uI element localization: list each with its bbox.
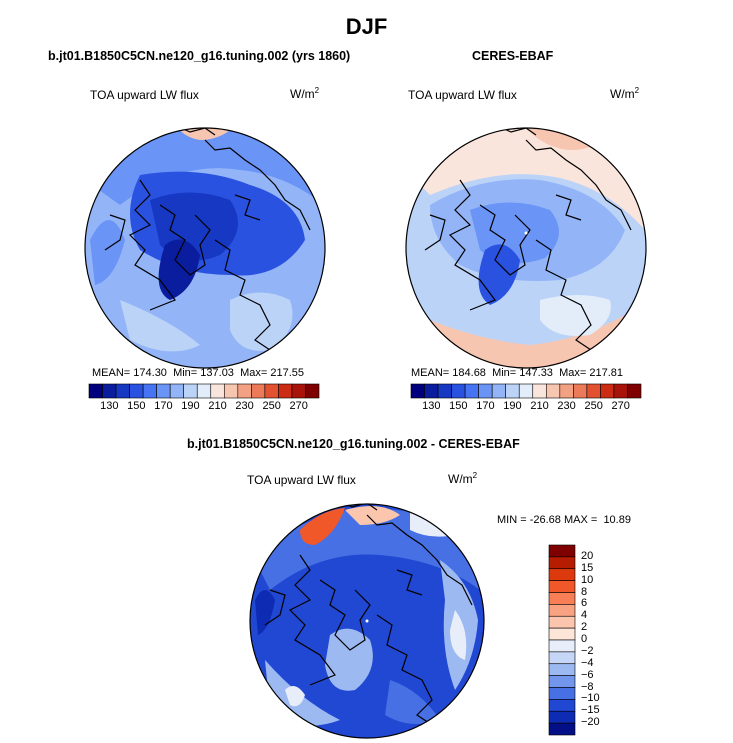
diff-colorbar bbox=[548, 544, 576, 736]
panel-2-colorbar-tick-label: 190 bbox=[503, 400, 522, 412]
diff-colorbar-tick-label: −4 bbox=[581, 656, 594, 669]
panel-2-colorbar-tick-label: 130 bbox=[422, 400, 441, 412]
panel-1-stats: MEAN= 174.30 Min= 137.03 Max= 217.55 bbox=[92, 367, 304, 379]
season-title: DJF bbox=[345, 14, 388, 39]
diff-colorbar-tick-label: −20 bbox=[581, 716, 600, 729]
panel-2-colorbar-tick-label: 250 bbox=[584, 400, 603, 412]
diff-colorbar-tick-label: 15 bbox=[581, 561, 594, 574]
diff-colorbar-tick-label: −10 bbox=[581, 692, 600, 705]
panel-1-max: 217.55 bbox=[270, 367, 304, 379]
panel-2-mean: 184.68 bbox=[452, 367, 486, 379]
panel-1-units: W/m2 bbox=[290, 86, 320, 101]
panel-1-colorbar-tick-label: 230 bbox=[235, 400, 254, 412]
panel-1-colorbar-tick-label: 170 bbox=[154, 400, 173, 412]
diff-colorbar-tick-label: −6 bbox=[581, 668, 594, 681]
diff-colorbar-tick-label: 2 bbox=[581, 621, 588, 634]
panel-1-colorbar-tick-label: 270 bbox=[289, 400, 308, 412]
panel-1-variable-label: TOA upward LW flux bbox=[90, 88, 199, 102]
panel-1-colorbar-swatch bbox=[305, 383, 320, 399]
diff-colorbar-tick-label: 6 bbox=[581, 597, 588, 610]
diff-stats: MIN = -26.68 MAX = 10.89 bbox=[497, 514, 631, 526]
panel-1-colorbar-tick-label: 250 bbox=[262, 400, 281, 412]
panel-2-map-border bbox=[405, 127, 647, 369]
panel-2-max: 217.81 bbox=[589, 367, 623, 379]
diff-colorbar-tick-label: −8 bbox=[581, 680, 594, 693]
panel-2-colorbar bbox=[410, 383, 642, 399]
panel-2-title: CERES-EBAF bbox=[472, 49, 554, 63]
diff-map-border bbox=[249, 503, 485, 739]
panel-1-mean: 174.30 bbox=[133, 367, 167, 379]
diff-colorbar-tick-label: 20 bbox=[581, 549, 594, 562]
diff-colorbar-tick-label: 8 bbox=[581, 585, 588, 598]
panel-1-title: b.jt01.B1850C5CN.ne120_g16.tuning.002 (y… bbox=[48, 49, 351, 63]
diff-pole-marker bbox=[365, 619, 369, 623]
panel-2-colorbar-ticks: 130 150 170 190 210 230 250 270 bbox=[0, 400, 733, 414]
panel-1-colorbar-tick-label: 210 bbox=[208, 400, 227, 412]
panel-2-colorbar-tick-label: 210 bbox=[530, 400, 549, 412]
diff-variable-label: TOA upward LW flux bbox=[247, 473, 356, 487]
diff-colorbar-tick-label: 4 bbox=[581, 609, 588, 622]
diff-min: -26.68 bbox=[529, 514, 561, 526]
panel-1-colorbar bbox=[88, 383, 320, 399]
panel-2-pole-marker bbox=[524, 231, 528, 235]
panel-1-min: 137.03 bbox=[200, 367, 234, 379]
panel-2-variable-label: TOA upward LW flux bbox=[408, 88, 517, 102]
panel-2-stats: MEAN= 184.68 Min= 147.33 Max= 217.81 bbox=[411, 367, 623, 379]
panel-2-colorbar-tick-label: 150 bbox=[449, 400, 468, 412]
panel-2-units: W/m2 bbox=[610, 86, 640, 101]
panel-2-map bbox=[406, 128, 646, 368]
diff-panel-title: b.jt01.B1850C5CN.ne120_g16.tuning.002 - … bbox=[187, 437, 520, 451]
panel-1-colorbar-ticks: 130 150 170 190 210 230 250 270 bbox=[0, 400, 733, 414]
panel-2-colorbar-tick-label: 230 bbox=[557, 400, 576, 412]
diff-units: W/m2 bbox=[448, 471, 478, 486]
panel-1-colorbar-tick-label: 190 bbox=[181, 400, 200, 412]
diff-colorbar-tick-label: 10 bbox=[581, 573, 594, 586]
panel-1-colorbar-tick-label: 130 bbox=[100, 400, 119, 412]
diff-colorbar-swatch bbox=[548, 722, 576, 736]
panel-1-map-border bbox=[84, 127, 326, 369]
diff-colorbar-tick-label: 0 bbox=[581, 633, 588, 645]
panel-1-colorbar-tick-label: 150 bbox=[127, 400, 146, 412]
panel-2-colorbar-swatch bbox=[627, 383, 642, 399]
panel-2-colorbar-tick-label: 170 bbox=[476, 400, 495, 412]
panel-2-colorbar-tick-label: 270 bbox=[611, 400, 630, 412]
panel-2-min: 147.33 bbox=[519, 367, 553, 379]
diff-colorbar-tick-label: −15 bbox=[581, 704, 600, 717]
diff-colorbar-tick-label: −2 bbox=[581, 644, 594, 657]
diff-max: 10.89 bbox=[603, 514, 631, 526]
